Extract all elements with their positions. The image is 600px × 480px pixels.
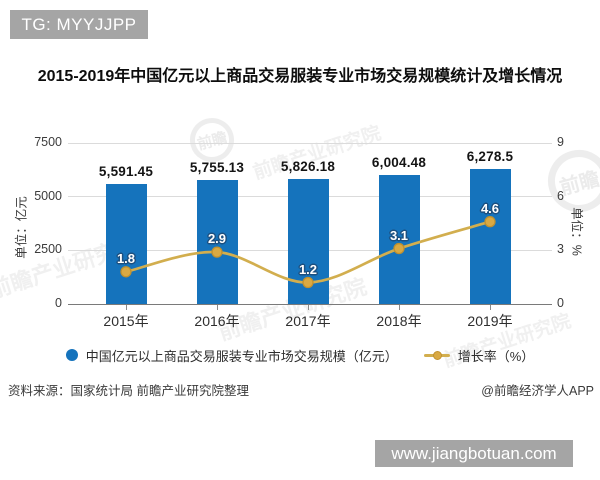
x-axis-line — [68, 304, 552, 305]
bar-2019年 — [469, 169, 511, 304]
bar-value-label: 5,591.45 — [98, 163, 154, 179]
data-source-text: 资料来源：国家统计局 前瞻产业研究院整理 — [8, 384, 249, 398]
bar-series-marker-icon — [65, 349, 78, 361]
chart-legend: 中国亿元以上商品交易服装专业市场交易规模（亿元） 增长率（%） — [0, 344, 600, 366]
line-value-label: 1.8 — [116, 250, 136, 266]
source-row: 资料来源：国家统计局 前瞻产业研究院整理 @前瞻经济学人APP — [8, 380, 594, 399]
credit-text: @前瞻经济学人APP — [481, 384, 594, 398]
right-axis-tick-label: 6 — [557, 188, 564, 203]
line-value-label: 2.9 — [207, 231, 227, 247]
line-value-label: 4.6 — [480, 200, 500, 216]
chart-title: 2015-2019年中国亿元以上商品交易服装专业市场交易规模统计及增长情况 — [37, 68, 563, 85]
gridline — [68, 142, 552, 144]
bar-value-label: 5,826.18 — [280, 158, 336, 174]
line-value-label: 3.1 — [389, 227, 409, 243]
legend-label: 中国亿元以上商品交易服装专业市场交易规模（亿元） — [85, 348, 398, 364]
x-axis-tick-mark — [217, 305, 218, 310]
left-axis-tick-label: 5000 — [34, 188, 62, 203]
left-axis-tick-label: 0 — [55, 296, 62, 310]
x-axis-tick-label: 2019年 — [467, 313, 513, 329]
x-axis-tick-label: 2017年 — [285, 313, 331, 329]
x-axis-tick-mark — [126, 305, 127, 310]
right-axis-tick-label: 3 — [557, 242, 564, 257]
bar-value-label: 5,755.13 — [189, 160, 245, 176]
right-axis-tick-label: 9 — [557, 135, 564, 149]
legend-label: 增长率（%） — [457, 348, 535, 364]
legend-item-bar-series: 中国亿元以上商品交易服装专业市场交易规模（亿元） — [65, 346, 398, 365]
bar-2015年 — [105, 183, 147, 304]
left-axis-tick-label: 7500 — [34, 135, 62, 149]
line-value-label: 1.2 — [298, 261, 318, 277]
tg-badge: TG: MYYJJPP — [10, 10, 148, 39]
x-axis-tick-mark — [308, 305, 309, 310]
right-axis-tick-label: 0 — [557, 296, 564, 310]
x-axis-tick-label: 2018年 — [376, 313, 422, 329]
site-badge: www.jiangbotuan.com — [375, 440, 573, 467]
x-axis-tick-label: 2015年 — [103, 313, 149, 329]
left-axis-tick-label: 2500 — [34, 242, 62, 257]
legend-item-line-series: 增长率（%） — [423, 346, 535, 365]
x-axis-tick-mark — [399, 305, 400, 310]
x-axis-tick-label: 2016年 — [194, 313, 240, 329]
line-series-marker-icon — [423, 350, 450, 360]
x-axis-tick-mark — [490, 305, 491, 310]
bar-value-label: 6,004.48 — [371, 155, 427, 171]
bar-value-label: 6,278.5 — [466, 149, 514, 165]
bar-2017年 — [287, 178, 329, 304]
